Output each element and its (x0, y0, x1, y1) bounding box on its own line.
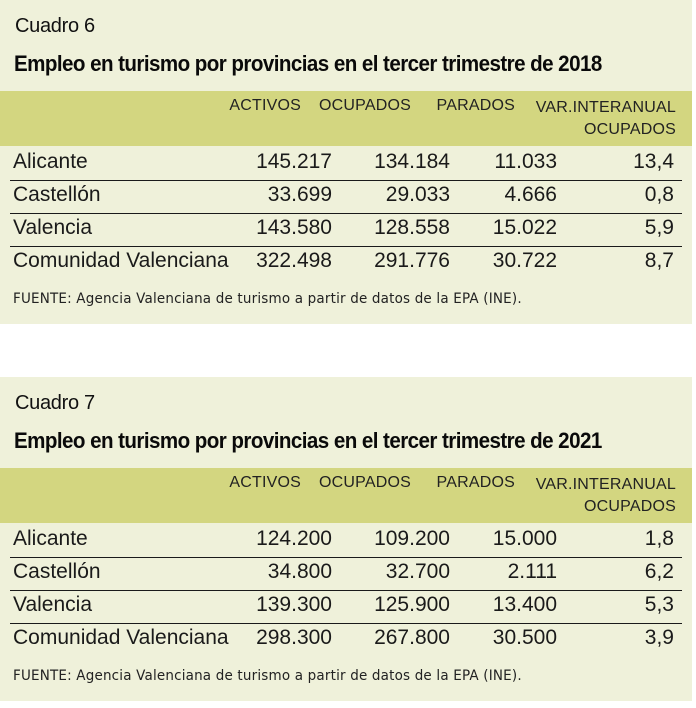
cell-activos: 298.300 (256, 626, 332, 649)
table-title: Empleo en turismo por provincias en el t… (14, 51, 602, 76)
table-label: Cuadro 6 (15, 15, 95, 37)
table-body: Alicante 124.200 109.200 15.000 1,8 Cast… (0, 525, 692, 656)
cell-ocupados: 128.558 (374, 216, 450, 239)
table-panel-cuadro-7: Cuadro 7 Empleo en turismo por provincia… (0, 377, 692, 701)
cell-activos: 124.200 (256, 527, 332, 550)
table-title: Empleo en turismo por provincias en el t… (14, 428, 602, 453)
table-header: ACTIVOS OCUPADOS PARADOS VAR.INTERANUAL … (0, 468, 692, 523)
cell-var-interanual: 1,8 (644, 527, 674, 550)
table-panel-cuadro-6: Cuadro 6 Empleo en turismo por provincia… (0, 0, 692, 324)
table-body: Alicante 145.217 134.184 11.033 13,4 Cas… (0, 148, 692, 279)
cell-activos: 34.800 (267, 560, 332, 583)
cell-parados: 30.500 (492, 626, 557, 649)
row-name: Comunidad Valenciana (13, 249, 229, 272)
cell-parados: 15.000 (492, 527, 557, 550)
column-header-activos: ACTIVOS (229, 474, 301, 491)
table-header: ACTIVOS OCUPADOS PARADOS VAR.INTERANUAL … (0, 91, 692, 146)
table-row: Castellón 34.800 32.700 2.111 6,2 (10, 558, 682, 591)
cell-ocupados: 125.900 (374, 593, 450, 616)
column-header-var-interanual: VAR.INTERANUAL OCUPADOS (536, 97, 676, 141)
table-row: Valencia 143.580 128.558 15.022 5,9 (10, 214, 682, 247)
table-row: Valencia 139.300 125.900 13.400 5,3 (10, 591, 682, 624)
column-header-var-line2: OCUPADOS (584, 121, 676, 138)
row-name: Valencia (13, 593, 92, 616)
cell-activos: 145.217 (256, 150, 332, 173)
table-source-note: FUENTE: Agencia Valenciana de turismo a … (13, 291, 522, 307)
cell-activos: 33.699 (267, 183, 332, 206)
column-header-parados: PARADOS (436, 474, 515, 491)
table-label: Cuadro 7 (15, 392, 95, 414)
cell-var-interanual: 0,8 (644, 183, 674, 206)
cell-parados: 15.022 (492, 216, 557, 239)
row-name: Alicante (13, 150, 88, 173)
table-row-total: Comunidad Valenciana 322.498 291.776 30.… (10, 247, 682, 279)
cell-var-interanual: 13,4 (633, 150, 674, 173)
table-row: Alicante 124.200 109.200 15.000 1,8 (10, 525, 682, 558)
row-name: Comunidad Valenciana (13, 626, 229, 649)
table-source-note: FUENTE: Agencia Valenciana de turismo a … (13, 668, 522, 684)
cell-parados: 11.033 (494, 150, 557, 173)
cell-activos: 143.580 (256, 216, 332, 239)
column-header-ocupados: OCUPADOS (319, 97, 411, 114)
row-name: Castellón (13, 560, 101, 583)
cell-activos: 139.300 (256, 593, 332, 616)
table-row-total: Comunidad Valenciana 298.300 267.800 30.… (10, 624, 682, 656)
column-header-var-line1: VAR.INTERANUAL (535, 476, 676, 493)
cell-var-interanual: 8,7 (644, 249, 674, 272)
cell-ocupados: 267.800 (374, 626, 450, 649)
cell-var-interanual: 3,9 (644, 626, 674, 649)
column-header-var-line1: VAR.INTERANUAL (535, 99, 676, 116)
cell-parados: 13.400 (492, 593, 557, 616)
cell-ocupados: 134.184 (374, 150, 450, 173)
cell-ocupados: 291.776 (374, 249, 450, 272)
row-name: Valencia (13, 216, 92, 239)
cell-var-interanual: 6,2 (644, 560, 674, 583)
row-name: Alicante (13, 527, 88, 550)
column-header-var-line2: OCUPADOS (584, 498, 676, 515)
row-name: Castellón (13, 183, 101, 206)
cell-parados: 30.722 (492, 249, 557, 272)
cell-activos: 322.498 (256, 249, 332, 272)
column-header-var-interanual: VAR.INTERANUAL OCUPADOS (536, 474, 676, 518)
cell-parados: 4.666 (504, 183, 557, 206)
table-row: Alicante 145.217 134.184 11.033 13,4 (10, 148, 682, 181)
cell-var-interanual: 5,3 (644, 593, 674, 616)
cell-parados: 2.111 (507, 560, 557, 583)
column-header-activos: ACTIVOS (229, 97, 301, 114)
cell-ocupados: 29.033 (385, 183, 450, 206)
cell-ocupados: 109.200 (374, 527, 450, 550)
column-header-ocupados: OCUPADOS (319, 474, 411, 491)
cell-var-interanual: 5,9 (644, 216, 674, 239)
cell-ocupados: 32.700 (385, 560, 450, 583)
column-header-parados: PARADOS (436, 97, 515, 114)
table-row: Castellón 33.699 29.033 4.666 0,8 (10, 181, 682, 214)
